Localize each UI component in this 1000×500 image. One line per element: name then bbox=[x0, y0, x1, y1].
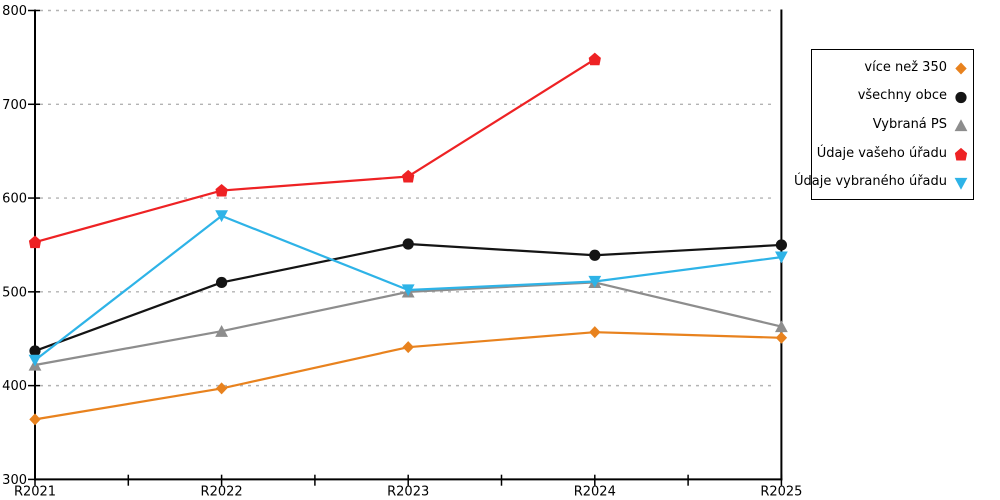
circle-marker-icon bbox=[775, 239, 788, 251]
x-tick-label: R2024 bbox=[574, 485, 616, 500]
circle-marker-icon bbox=[216, 276, 228, 289]
legend-item-label: Údaje vašeho úřadu bbox=[816, 145, 947, 161]
x-tick-label: R2023 bbox=[387, 485, 429, 500]
circle-marker-icon bbox=[589, 249, 601, 261]
circle-legend-icon bbox=[954, 89, 968, 103]
x-tick-label: R2022 bbox=[201, 485, 243, 500]
diamond-marker-icon bbox=[29, 413, 41, 426]
y-tick-label: 800 bbox=[2, 4, 27, 19]
diamond-marker-icon bbox=[589, 326, 601, 339]
diamond-marker-icon bbox=[775, 331, 788, 344]
legend-item: více než 350 bbox=[816, 60, 968, 75]
diamond-marker-icon bbox=[402, 341, 414, 354]
circle-marker-icon bbox=[402, 238, 414, 250]
pentagon-legend-icon bbox=[954, 146, 968, 161]
triangle-down-marker-icon bbox=[954, 177, 968, 190]
legend-item: všechny obce bbox=[816, 88, 968, 103]
triangle-up-marker-icon bbox=[215, 325, 228, 337]
y-tick-label: 600 bbox=[2, 192, 27, 207]
triangle-down-marker-icon bbox=[28, 354, 42, 367]
y-tick-label: 500 bbox=[2, 285, 27, 300]
legend-item-label: všechny obce bbox=[857, 88, 947, 104]
diamond-marker-icon bbox=[955, 62, 967, 75]
triangle-down-marker-icon bbox=[401, 284, 415, 297]
legend-item: Údaje vašeho úřadu bbox=[816, 146, 968, 161]
legend-item-label: Údaje vybraného úřadu bbox=[793, 174, 947, 190]
triangle-up-legend-icon bbox=[954, 117, 968, 132]
legend-item-label: více než 350 bbox=[864, 59, 947, 75]
triangle-up-marker-icon bbox=[954, 119, 968, 132]
circle-marker-icon bbox=[955, 91, 967, 103]
diamond-legend-icon bbox=[954, 60, 968, 75]
triangle-down-legend-icon bbox=[954, 175, 968, 190]
legend-item-label: Vybraná PS bbox=[872, 116, 947, 132]
pentagon-marker-icon bbox=[402, 169, 415, 183]
triangle-up-marker-icon bbox=[775, 320, 788, 333]
y-tick-label: 300 bbox=[2, 473, 27, 488]
pentagon-marker-icon bbox=[954, 147, 968, 161]
legend-item: Údaje vybraného úřadu bbox=[794, 174, 968, 190]
triangle-down-marker-icon bbox=[775, 251, 788, 264]
pentagon-marker-icon bbox=[588, 52, 601, 66]
circle-marker-icon bbox=[29, 345, 41, 357]
triangle-down-marker-icon bbox=[588, 275, 602, 288]
x-tick-label: R2025 bbox=[760, 485, 802, 500]
pentagon-marker-icon bbox=[28, 235, 42, 249]
chart-legend: více než 350 všechny obce Vybraná PS Údaje … bbox=[794, 49, 974, 200]
y-tick-label: 700 bbox=[2, 98, 27, 113]
series-line bbox=[33, 58, 596, 244]
x-tick-label: R2021 bbox=[14, 485, 56, 500]
pentagon-marker-icon bbox=[215, 183, 228, 197]
legend-item: Vybraná PS bbox=[816, 117, 968, 132]
y-tick-label: 400 bbox=[2, 379, 27, 394]
diamond-marker-icon bbox=[215, 382, 228, 395]
triangle-down-marker-icon bbox=[215, 210, 228, 223]
